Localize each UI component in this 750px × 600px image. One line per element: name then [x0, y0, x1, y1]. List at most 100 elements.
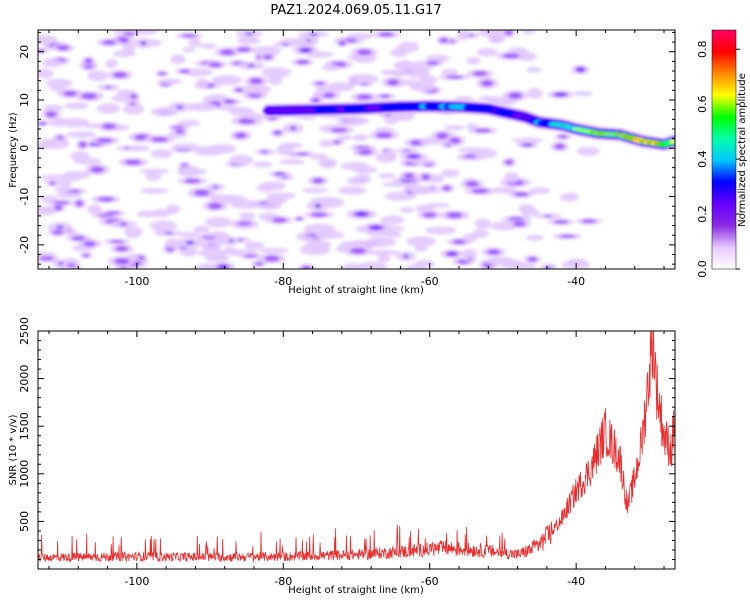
- noise-blob: [478, 28, 505, 37]
- noise-blob-peak: [119, 223, 127, 226]
- noise-blob-peak: [468, 258, 472, 260]
- noise-blob: [204, 232, 223, 237]
- noise-blob-peak: [219, 265, 226, 268]
- colorbar: 0.0 0.2 0.4 0.6 0.8 Normalized spectral ampl…: [696, 30, 748, 278]
- noise-blob: [197, 249, 229, 257]
- noise-blob: [322, 64, 341, 70]
- noise-blob-core: [208, 203, 222, 209]
- noise-blob: [65, 102, 89, 109]
- x-tick-label: -100: [124, 575, 149, 588]
- noise-blob: [245, 241, 264, 249]
- noise-blob-core: [63, 91, 77, 97]
- noise-blob: [280, 142, 302, 148]
- noise-blob-core: [528, 257, 538, 262]
- noise-blob: [475, 219, 492, 230]
- colorbar-tick-label: 0.6: [696, 95, 709, 113]
- noise-blob: [55, 193, 81, 198]
- noise-blob: [49, 117, 66, 126]
- noise-blob-core: [209, 62, 221, 67]
- noise-blob: [472, 229, 489, 238]
- noise-blob-core: [244, 255, 257, 258]
- noise-blob-peak: [449, 252, 456, 255]
- noise-blob: [400, 207, 414, 213]
- noise-blob: [196, 78, 209, 88]
- noise-blob: [151, 149, 173, 158]
- noise-blob: [377, 255, 390, 263]
- noise-blob-core: [554, 143, 564, 149]
- spectrogram-panel: -100 -80 -60 -40-20-1001020 Height of strai…: [8, 26, 679, 296]
- noise-blob-core: [481, 80, 493, 87]
- noise-blob: [526, 235, 544, 241]
- noise-blob: [230, 199, 261, 208]
- noise-blob: [406, 68, 429, 78]
- noise-blob: [252, 161, 273, 167]
- noise-blob: [313, 245, 327, 251]
- noise-blob: [242, 85, 271, 94]
- noise-blob: [139, 169, 170, 174]
- noise-blob: [379, 173, 395, 179]
- noise-blob: [166, 204, 180, 214]
- y-tick-label: 1000: [18, 460, 31, 488]
- noise-blob-core: [508, 92, 522, 99]
- noise-blob-core: [474, 129, 491, 133]
- noise-blob: [338, 186, 367, 195]
- y-tick-label: 0: [18, 145, 31, 152]
- noise-blob-core: [46, 111, 57, 117]
- noise-blob-core: [272, 218, 286, 223]
- noise-blob-core: [357, 49, 372, 55]
- spectrogram-ylabel: Frequency (Hz): [8, 112, 19, 188]
- noise-blob-peak: [282, 44, 290, 46]
- noise-blob: [127, 145, 150, 151]
- noise-blob-core: [53, 201, 69, 204]
- noise-blob-peak: [58, 262, 63, 265]
- noise-blob: [302, 188, 329, 193]
- noise-blob-peak: [302, 48, 310, 51]
- noise-blob: [406, 236, 436, 246]
- noise-blob: [348, 74, 380, 84]
- noise-blob: [512, 138, 543, 144]
- noise-blob: [485, 257, 516, 266]
- noise-blob: [229, 155, 253, 166]
- noise-blob-core: [82, 254, 89, 257]
- noise-blob-core: [54, 205, 62, 210]
- y-tick-label: 2500: [18, 317, 31, 345]
- noise-blob: [170, 54, 185, 64]
- noise-blob: [425, 226, 456, 234]
- noise-blob: [56, 180, 72, 187]
- noise-blob: [146, 173, 162, 181]
- snr-plot-area: [38, 331, 675, 569]
- noise-blob-core: [90, 166, 103, 172]
- noise-blob-core: [339, 41, 346, 46]
- noise-blob-core: [427, 61, 439, 65]
- noise-blob: [43, 105, 64, 112]
- noise-blob: [444, 125, 465, 130]
- noise-blob-peak: [185, 241, 194, 245]
- noise-blob-core: [151, 137, 168, 142]
- noise-blob-core: [558, 135, 568, 139]
- noise-blob-core: [179, 69, 190, 73]
- y-tick-label: 500: [18, 511, 31, 532]
- noise-blob: [339, 241, 371, 247]
- noise-blob: [380, 216, 404, 225]
- noise-blob: [369, 250, 400, 256]
- noise-blob: [151, 109, 181, 114]
- noise-blob: [194, 226, 210, 233]
- noise-blob: [260, 181, 286, 190]
- noise-blob: [319, 158, 338, 168]
- noise-blob-core: [194, 190, 209, 196]
- noise-blob: [66, 131, 96, 138]
- noise-blob: [194, 149, 224, 156]
- figure: PAZ1.2024.069.05.11.G17 -100 -80 -60 -40-20…: [0, 0, 750, 600]
- noise-blob-core: [554, 220, 569, 224]
- noise-blob: [477, 48, 498, 56]
- noise-blob-core: [110, 240, 125, 243]
- noise-blob: [239, 212, 255, 219]
- noise-blob-core: [440, 38, 448, 43]
- noise-blob-core: [158, 72, 166, 76]
- spectrogram-xlabel: Height of straight line (km): [288, 285, 424, 296]
- noise-blob: [357, 262, 387, 272]
- noise-blob-core: [49, 181, 56, 184]
- noise-blob-core: [57, 45, 70, 50]
- noise-blob-peak: [357, 212, 366, 215]
- colorbar-tick-label: 0.4: [696, 150, 709, 168]
